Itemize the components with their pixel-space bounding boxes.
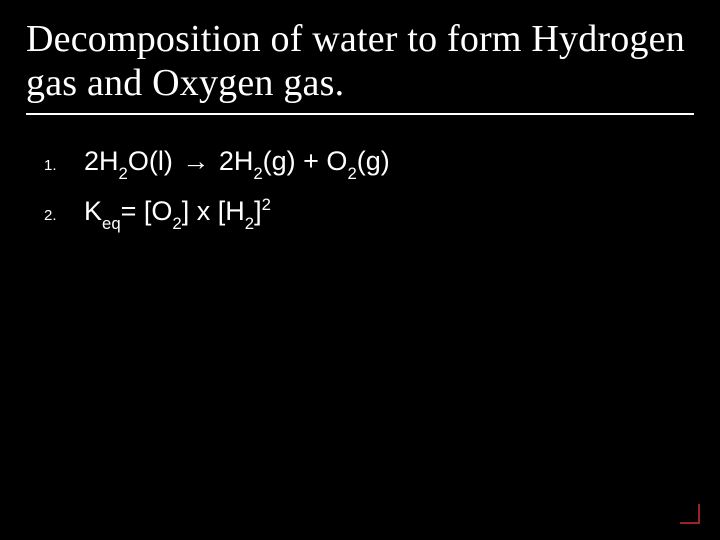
corner-accent-icon <box>680 504 700 524</box>
equation-text: 2H2O(l) → 2H2(g) + O2(g) <box>84 143 390 183</box>
title-block: Decomposition of water to form Hydrogen … <box>26 18 694 115</box>
equation-text: Keq= [O2] x [H2]2 <box>84 193 271 233</box>
slide: Decomposition of water to form Hydrogen … <box>0 0 720 540</box>
list-item: 2. Keq= [O2] x [H2]2 <box>44 193 694 233</box>
list-item: 1. 2H2O(l) → 2H2(g) + O2(g) <box>44 143 694 183</box>
list-marker: 1. <box>44 157 84 174</box>
content-list: 1. 2H2O(l) → 2H2(g) + O2(g) 2. Keq= [O2]… <box>26 143 694 233</box>
slide-title: Decomposition of water to form Hydrogen … <box>26 18 694 105</box>
list-marker: 2. <box>44 207 84 224</box>
